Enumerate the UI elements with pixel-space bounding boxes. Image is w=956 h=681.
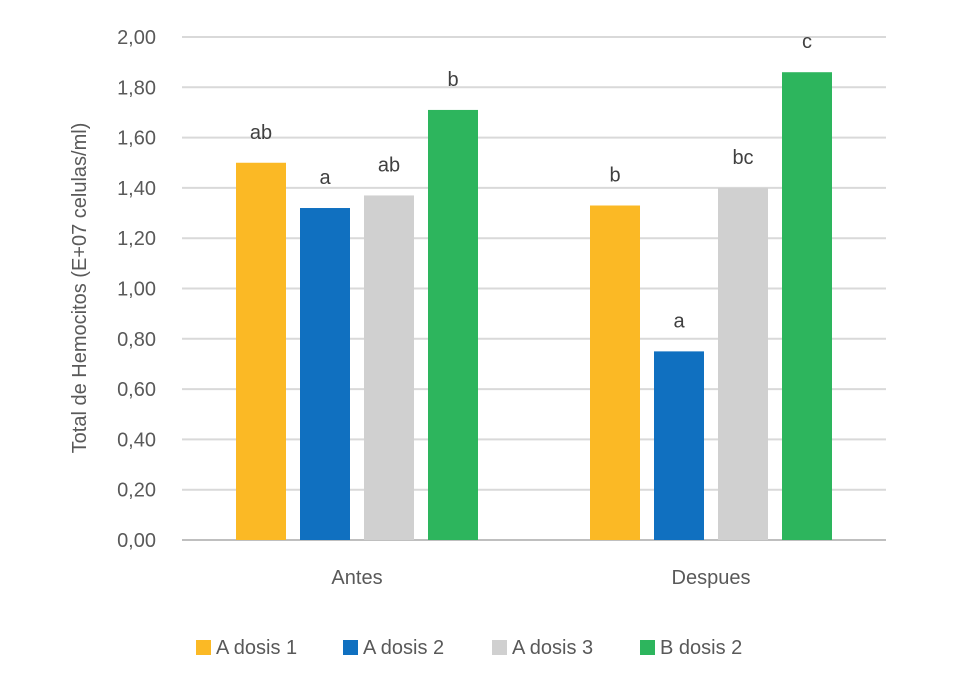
category-labels: Antes Despues (331, 567, 750, 589)
y-tick-label: 0,60 (117, 379, 156, 401)
y-axis-title: Total de Hemocitos (E+07 celulas/ml) (69, 123, 91, 454)
data-label: c (802, 31, 812, 53)
bar (364, 195, 414, 540)
y-tick-label: 1,40 (117, 178, 156, 200)
category-label: Antes (331, 567, 382, 589)
bar (300, 208, 350, 540)
data-label: ab (378, 154, 400, 176)
bars (236, 72, 832, 541)
y-tick-label: 1,80 (117, 77, 156, 99)
data-label: b (609, 165, 620, 187)
bar (590, 205, 640, 540)
bar (236, 162, 286, 540)
data-label: b (447, 69, 458, 91)
category-label: Despues (672, 567, 751, 589)
legend-swatch (196, 640, 211, 655)
y-tick-label: 0,20 (117, 480, 156, 502)
gridlines (182, 36, 886, 541)
legend-swatch (640, 640, 655, 655)
bar (782, 72, 832, 541)
legend-label: A dosis 3 (512, 637, 593, 659)
data-label: a (673, 310, 685, 332)
legend-label: A dosis 2 (363, 637, 444, 659)
bar (718, 187, 768, 540)
bar (654, 351, 704, 540)
y-tick-label: 0,00 (117, 530, 156, 552)
y-tick-label: 1,60 (117, 128, 156, 150)
legend-swatch (492, 640, 507, 655)
y-tick-label: 0,40 (117, 429, 156, 451)
y-tick-labels: 0,00 0,20 0,40 0,60 0,80 1,00 1,20 1,40 1,60 1,80… (117, 27, 156, 552)
legend: A dosis 1 A dosis 2 A dosis 3 B dosis 2 (196, 637, 742, 659)
data-label: a (319, 167, 331, 189)
legend-label: A dosis 1 (216, 637, 297, 659)
y-tick-label: 2,00 (117, 27, 156, 49)
y-tick-label: 1,20 (117, 228, 156, 250)
y-tick-label: 0,80 (117, 329, 156, 351)
bar (428, 109, 478, 540)
legend-swatch (343, 640, 358, 655)
data-label: bc (732, 147, 753, 169)
legend-label: B dosis 2 (660, 637, 742, 659)
y-tick-label: 1,00 (117, 279, 156, 301)
data-label: ab (250, 122, 272, 144)
